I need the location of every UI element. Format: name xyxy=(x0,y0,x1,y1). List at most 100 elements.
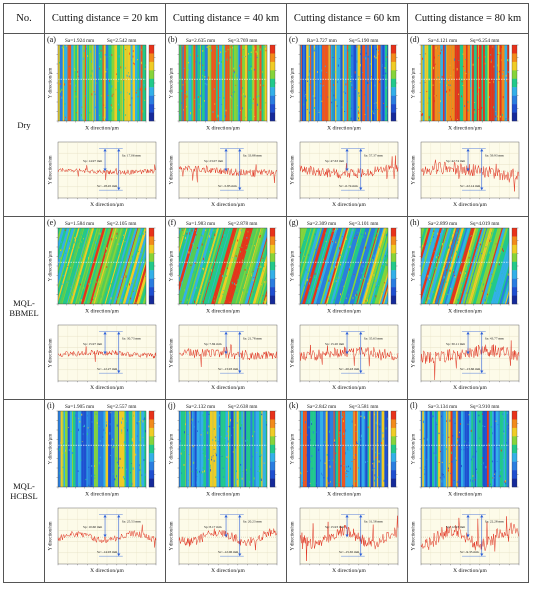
marker-arrowhead xyxy=(224,331,228,335)
height-map-speck xyxy=(362,72,364,73)
colorbar-segment xyxy=(512,244,517,254)
height-map-streak xyxy=(61,228,84,304)
height-map-streak xyxy=(318,45,320,121)
profile-trace xyxy=(420,340,520,381)
map-y-label: Y direction/μm xyxy=(49,434,54,465)
height-map-speck xyxy=(375,54,377,57)
row-label-line: MQL- xyxy=(13,298,35,308)
colorbar-segment xyxy=(149,53,154,63)
height-map-streak xyxy=(122,45,125,121)
height-map-speck xyxy=(458,256,459,258)
panel-l: (l) Sa=3.134 mm Sq=3.910 mm X direction/μm Y… xyxy=(407,399,529,583)
height-map-speck xyxy=(354,71,356,74)
height-map-speck xyxy=(70,76,72,78)
height-map-speck xyxy=(379,426,381,428)
height-map-streak xyxy=(254,411,256,487)
height-map-speck xyxy=(85,478,87,481)
panel-letter: (f) xyxy=(168,218,176,227)
height-map-speck xyxy=(448,246,450,249)
height-map-speck xyxy=(237,279,239,282)
height-map-speck xyxy=(235,235,237,237)
height-map-speck xyxy=(422,244,424,248)
height-map-speck xyxy=(59,257,61,259)
height-map-speck xyxy=(238,264,240,267)
panel-letter: (e) xyxy=(47,218,56,227)
height-map-streak xyxy=(216,411,220,487)
height-map-speck xyxy=(444,276,446,279)
height-map-speck xyxy=(101,48,103,50)
height-map-streak xyxy=(427,411,430,487)
height-map-speck xyxy=(346,470,348,472)
height-map-streak xyxy=(432,228,457,304)
height-map-streak xyxy=(370,242,388,304)
height-map-speck xyxy=(360,434,362,438)
height-map-speck xyxy=(129,283,130,286)
height-map-speck xyxy=(505,479,507,483)
height-map-speck xyxy=(492,477,494,479)
height-map-streak xyxy=(196,411,200,487)
height-map-speck xyxy=(222,293,224,295)
height-map-speck xyxy=(303,103,305,106)
height-map-speck xyxy=(225,50,227,53)
sv-label: Sv: -15.65 mm xyxy=(339,550,360,554)
height-map-speck xyxy=(218,252,220,254)
height-map-streak xyxy=(329,45,331,121)
sz-label: Sz: 22.28 mm xyxy=(485,520,504,524)
profile-trace xyxy=(57,524,157,548)
height-map-speck xyxy=(336,105,338,107)
height-map-streak xyxy=(518,411,519,487)
height-map-speck xyxy=(342,420,344,423)
height-map-streak xyxy=(326,228,350,304)
height-map-speck xyxy=(499,303,501,304)
height-map-speck xyxy=(478,243,479,245)
profile-x-label: X direction/μm xyxy=(90,385,124,391)
height-map-speck xyxy=(466,292,468,294)
marker-arrowhead xyxy=(345,534,349,538)
height-map-speck xyxy=(362,438,364,441)
height-map-speck xyxy=(442,243,443,246)
height-map-streak xyxy=(361,411,363,487)
height-map-speck xyxy=(249,109,250,111)
height-map-speck xyxy=(462,53,464,55)
height-map-speck xyxy=(365,57,367,60)
height-map-speck xyxy=(230,96,232,98)
height-map-speck xyxy=(467,101,469,104)
height-map-streak xyxy=(506,293,509,304)
height-map-speck xyxy=(309,439,311,441)
height-map-speck xyxy=(60,90,61,93)
height-map-speck xyxy=(306,486,308,487)
height-map-streak xyxy=(166,411,168,487)
height-map-speck xyxy=(377,50,379,52)
height-map-speck xyxy=(63,274,65,276)
sq-value: Sq=2.878 mm xyxy=(228,221,257,227)
height-map-speck xyxy=(351,420,353,423)
height-map-speck xyxy=(349,66,351,67)
marker-arrowhead xyxy=(466,331,470,335)
height-map-streak xyxy=(486,228,509,304)
height-map-speck xyxy=(260,283,262,286)
height-map-speck xyxy=(132,50,134,53)
height-map-speck xyxy=(434,243,436,245)
height-map-speck xyxy=(491,460,493,463)
height-map-speck xyxy=(261,413,263,416)
height-map-speck xyxy=(339,58,341,59)
height-map-streak xyxy=(434,45,438,121)
height-map-speck xyxy=(248,53,249,55)
colorbar-segment xyxy=(391,104,396,113)
profile-y-label: Y direction/nm xyxy=(412,155,417,184)
height-map-speck xyxy=(327,96,329,98)
height-map-streak xyxy=(508,45,509,121)
height-map-streak xyxy=(95,45,96,121)
sz-label: Sz: 57.37 mm xyxy=(364,154,383,158)
height-map-speck xyxy=(503,418,505,420)
height-map-speck xyxy=(218,62,220,64)
height-map-speck xyxy=(351,427,353,429)
height-map-speck xyxy=(449,84,451,87)
height-map-streak xyxy=(95,411,97,487)
header-col-2: Cutting distance = 40 km xyxy=(165,3,287,34)
height-map-speck xyxy=(126,74,128,77)
height-map-speck xyxy=(99,284,101,286)
height-map-streak xyxy=(313,228,337,304)
height-map-speck xyxy=(447,258,449,260)
marker-arrowhead xyxy=(359,514,363,518)
